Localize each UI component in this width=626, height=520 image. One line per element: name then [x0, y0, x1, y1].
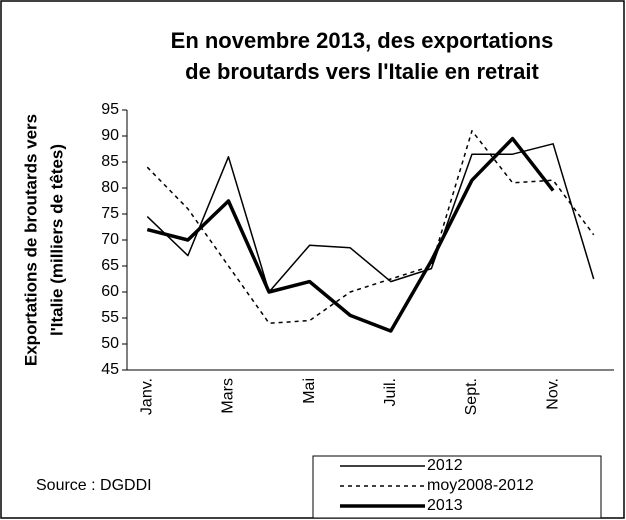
- y-tick-label: 70: [101, 231, 119, 248]
- y-tick-label: 85: [101, 153, 119, 170]
- y-tick-label: 90: [101, 127, 119, 144]
- y-tick-label: 75: [101, 205, 119, 222]
- y-tick-label: 95: [101, 101, 119, 118]
- series-line: [146, 143, 595, 293]
- series-line: [146, 136, 555, 333]
- x-tick-label: Janv.: [139, 378, 156, 415]
- y-axis-label: Exportations de broutards vers: [21, 114, 40, 366]
- chart-title: En novembre 2013, des exportations: [171, 28, 554, 53]
- y-tick-label: 60: [101, 283, 119, 300]
- y-axis-label: l'Italie (milliers de têtes): [47, 144, 66, 336]
- series-line: [146, 130, 595, 324]
- legend-label: 2013: [427, 497, 463, 514]
- legend-label: 2012: [427, 457, 463, 474]
- x-tick-label: Mai: [301, 378, 318, 404]
- y-tick-label: 45: [101, 361, 119, 378]
- x-tick-label: Juil.: [382, 378, 399, 406]
- y-tick-label: 50: [101, 335, 119, 352]
- x-tick-label: Sept.: [463, 378, 480, 415]
- chart-title: de broutards vers l'Italie en retrait: [185, 59, 539, 84]
- source: Source : DGDDI: [36, 477, 152, 494]
- y-tick-label: 55: [101, 309, 119, 326]
- y-tick-label: 80: [101, 179, 119, 196]
- legend-label: moy2008-2012: [427, 477, 534, 494]
- y-tick-label: 65: [101, 257, 119, 274]
- x-tick-label: Mars: [220, 378, 237, 414]
- x-tick-label: Nov.: [544, 378, 561, 410]
